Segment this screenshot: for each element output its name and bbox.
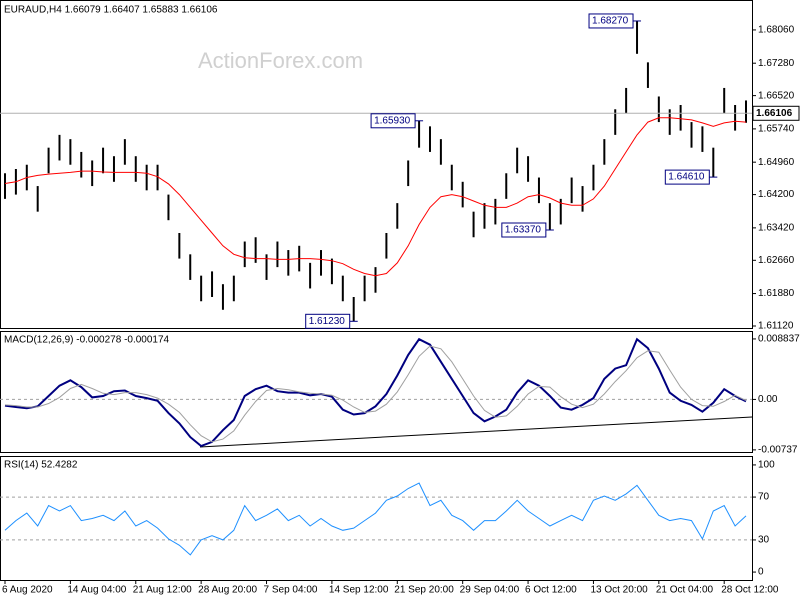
annotation-label: 1.61230 — [309, 316, 346, 327]
watermark: ActionForex.com — [198, 48, 363, 73]
y-tick-label: 0.00 — [758, 394, 778, 405]
x-tick-label: 7 Sep 04:00 — [264, 585, 318, 596]
annotation-box — [588, 13, 634, 29]
y-tick-label: 1.64200 — [758, 189, 795, 200]
indicator-line — [4, 337, 747, 448]
y-tick-label: 30 — [758, 535, 770, 546]
macd-panel-frame — [0, 331, 753, 453]
y-tick-label: 1.61880 — [758, 288, 795, 299]
rsi-panel-frame — [0, 456, 753, 581]
y-tick-label: 1.62660 — [758, 255, 795, 266]
annotation-box — [370, 113, 416, 129]
y-tick-label: 1.61120 — [758, 321, 794, 332]
current-price-label: 1.66106 — [756, 108, 793, 119]
x-tick-label: 21 Sep 20:00 — [394, 585, 454, 596]
macd-title: MACD(12,26,9) -0.000278 -0.000174 — [4, 335, 170, 346]
annotation-box — [501, 222, 547, 238]
x-tick-label: 6 Oct 12:00 — [525, 585, 577, 596]
macd-trendline — [199, 416, 753, 448]
price-title: EURAUD,H4 1.66079 1.66407 1.65883 1.6610… — [4, 5, 218, 16]
annotation-label: 1.65930 — [374, 115, 411, 126]
x-tick-label: 6 Aug 2020 — [2, 585, 53, 596]
annotation-box — [305, 313, 351, 329]
x-tick-label: 14 Sep 12:00 — [329, 585, 389, 596]
moving-average — [4, 117, 747, 277]
y-tick-label: 1.65740 — [758, 124, 795, 135]
indicator-line — [4, 345, 747, 443]
annotation-label: 1.68270 — [592, 16, 629, 27]
annotation-label: 1.63370 — [505, 225, 542, 236]
y-tick-label: 0.008837 — [758, 334, 800, 345]
y-tick-label: 1.68060 — [758, 25, 795, 36]
y-tick-label: -0.00737 — [758, 445, 798, 456]
annotation-label: 1.64610 — [668, 172, 705, 183]
y-tick-label: 1.66520 — [758, 90, 795, 101]
current-price-box — [752, 105, 800, 121]
x-tick-label: 28 Aug 20:00 — [198, 585, 257, 596]
y-tick-label: 1.64960 — [758, 157, 795, 168]
indicator-line — [4, 482, 747, 556]
x-tick-label: 14 Aug 04:00 — [67, 585, 126, 596]
rsi-title: RSI(14) 52.4282 — [4, 460, 78, 471]
x-tick-label: 28 Oct 12:00 — [721, 585, 779, 596]
price-panel-frame — [0, 0, 753, 329]
y-tick-label: 1.63420 — [758, 223, 795, 234]
y-tick-label: 1.67280 — [758, 58, 795, 69]
x-tick-label: 29 Sep 04:00 — [460, 585, 520, 596]
y-tick-label: 100 — [758, 460, 775, 471]
x-tick-label: 13 Oct 20:00 — [590, 585, 648, 596]
x-tick-label: 21 Aug 12:00 — [133, 585, 192, 596]
annotation-box — [664, 169, 710, 185]
y-tick-label: 0 — [758, 567, 764, 578]
x-tick-label: 21 Oct 04:00 — [656, 585, 714, 596]
y-tick-label: 70 — [758, 492, 770, 503]
